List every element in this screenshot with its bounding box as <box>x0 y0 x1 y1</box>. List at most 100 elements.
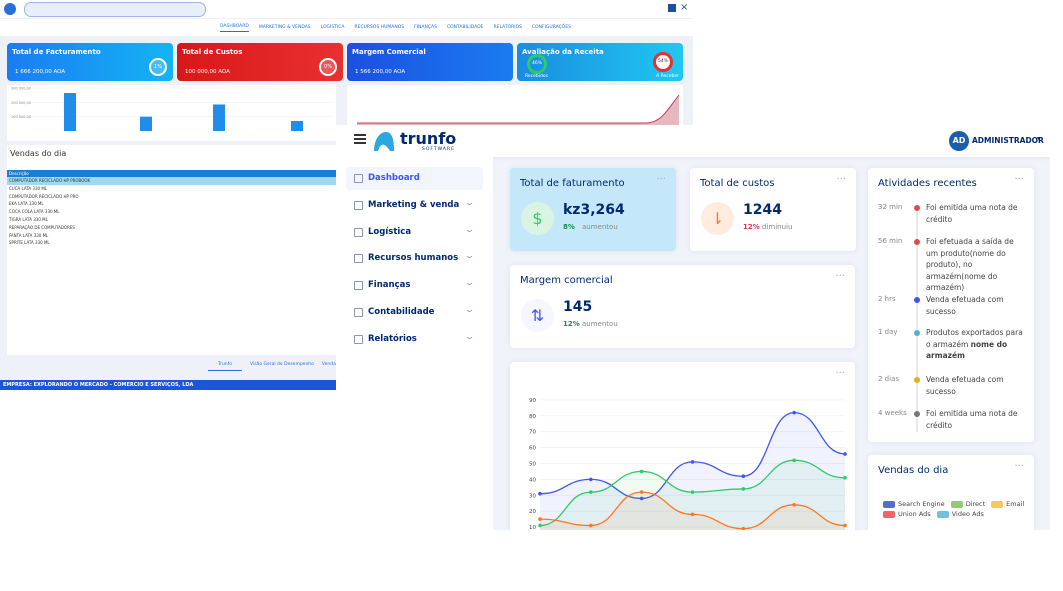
table-row[interactable]: EKA LATA 330 ML <box>9 201 44 207</box>
sidebar: Dashboard Marketing & venda ⌄ Logística ⌄ Rec… <box>336 157 493 530</box>
card-menu[interactable]: ··· <box>1014 461 1024 472</box>
menu-chevron: ⌄ <box>464 278 476 288</box>
chart-card: ··· 10 20 30 40 50 60 70 80 90 <box>510 362 855 530</box>
nav-tab[interactable]: MARKETING & VENDAS <box>258 25 311 30</box>
point <box>589 523 593 528</box>
menu-label: Logística <box>368 226 412 237</box>
point <box>792 458 796 463</box>
avatar[interactable]: AD <box>949 131 969 151</box>
menu-item[interactable]: Recursos humanos ⌄ <box>346 247 483 270</box>
legend-label: Direct <box>965 500 986 508</box>
legend-item[interactable]: Email <box>991 500 1024 508</box>
point <box>639 496 644 501</box>
old-card-title: Avaliação da Receita <box>522 48 604 56</box>
legend-item[interactable]: Search Engine <box>883 500 945 508</box>
y-tick-label: 300 000,00 <box>11 87 31 91</box>
bar <box>140 116 152 131</box>
legend-swatch <box>883 500 895 508</box>
card-menu[interactable]: ··· <box>656 174 666 185</box>
card-menu[interactable]: ··· <box>1014 174 1024 185</box>
point <box>690 512 695 517</box>
legend-item[interactable]: Union Ads <box>883 510 931 518</box>
nav-tab[interactable]: LOGÍSTICA <box>320 25 345 30</box>
old-card-badge: 1% <box>149 58 167 76</box>
old-card-title: Total de Facturamento <box>12 48 101 56</box>
point <box>843 452 847 456</box>
table-row[interactable]: CUCA LATA 330 ML <box>9 185 47 191</box>
table-header: Descrição <box>7 170 336 177</box>
old-card-value: 1 566 200,00 AOA <box>355 69 406 75</box>
menu-chevron: ⌄ <box>464 331 476 341</box>
nav-tab[interactable]: RELATÓRIOS <box>493 25 522 30</box>
menu-item[interactable]: Contabilidade ⌄ <box>346 301 483 324</box>
table-row[interactable]: TIGRA LATA 330 ML <box>9 216 48 222</box>
new-app: trunfo SOFTWARE AD ADMINISTRADOR ▾ Dashb… <box>336 125 1050 530</box>
table-row[interactable]: SPRITE LATA 330 ML <box>9 240 50 246</box>
area <box>357 95 679 125</box>
old-card-badge: 54% <box>653 52 673 72</box>
card-menu[interactable]: ··· <box>836 174 846 185</box>
table-row[interactable]: FANTA LATA 330 ML <box>9 232 49 238</box>
menu-icon <box>354 227 363 237</box>
nav-tab[interactable]: RECURSOS HUMANOS <box>354 25 405 30</box>
old-card: Total de Custos 100 000,00 AOA 0% <box>177 43 343 81</box>
menu-icon <box>354 200 363 210</box>
area-line <box>357 94 680 124</box>
kpi-card: ··· Total de custos ⇂ 1244 12% diminuiu <box>690 168 856 251</box>
menu-item[interactable]: Logística ⌄ <box>346 221 483 244</box>
activity-time: 2 dias <box>878 375 900 383</box>
menu-item[interactable]: Finanças ⌄ <box>346 274 483 297</box>
kpi-pct: 8% <box>563 223 575 231</box>
user-name[interactable]: ADMINISTRADOR <box>972 136 1044 145</box>
old-tab[interactable]: Visão Geral de Desempenho <box>249 362 314 367</box>
y-tick-label: 70 <box>529 430 536 436</box>
activity-text: Foi emitida uma nota de crédito <box>926 202 1026 225</box>
menu-item[interactable]: Relatórios ⌄ <box>346 328 483 351</box>
area <box>540 412 845 530</box>
area <box>540 460 845 530</box>
menu-toggle[interactable] <box>354 134 366 144</box>
legend: Search Engine Direct Email Union Ads Video A… <box>883 500 1033 518</box>
point <box>741 474 746 479</box>
old-card: Total de Facturamento 1 666 200,00 AOA 1% <box>7 43 173 81</box>
card-menu[interactable]: ··· <box>835 271 845 282</box>
activity-dot <box>914 377 920 383</box>
legend-item[interactable]: Direct <box>950 500 986 508</box>
old-card-value: 1 666 200,00 AOA <box>15 69 66 75</box>
kpi-trend: diminuiu <box>762 223 793 231</box>
kpi-card: ··· Margem comercial ⇅ 145 12% aumentou <box>510 265 855 348</box>
table-row[interactable]: COCA COLA LATA 330 ML <box>9 209 60 215</box>
user-caret[interactable]: ▾ <box>1037 135 1041 142</box>
table-row[interactable]: COMPUTADOR RECICLADO HP PROBOOK <box>7 177 336 185</box>
y-tick-label: 100 000,00 <box>11 115 31 119</box>
activity-dot <box>914 411 920 417</box>
activity-text: Venda efetuada com sucesso <box>926 374 1026 397</box>
activity-time: 1 day <box>878 328 898 336</box>
legend-item[interactable]: Video Ads <box>936 510 984 518</box>
point <box>792 410 796 415</box>
nav-tab[interactable]: DASHBOARD <box>220 24 249 32</box>
nav-tab[interactable]: CONTABILIDADE <box>446 25 484 30</box>
menu-chevron: ⌄ <box>464 251 476 261</box>
nav-tab[interactable]: FINANÇAS <box>414 25 437 30</box>
point <box>792 503 796 507</box>
menu-label: Relatórios <box>368 333 417 344</box>
table-row[interactable]: COMPUTADOR RECICLADO HP PRO <box>9 193 79 199</box>
point <box>741 487 746 491</box>
old-table: Descrição COMPUTADOR RECICLADO HP PROBOOK… <box>7 170 336 247</box>
point <box>690 490 695 494</box>
menu-chevron: ⌄ <box>464 224 476 234</box>
card-menu[interactable]: ··· <box>835 368 845 379</box>
window-button[interactable] <box>668 4 676 12</box>
menu-item[interactable]: Dashboard <box>346 167 483 190</box>
activity-text: Foi emitida uma nota de crédito <box>926 408 1026 431</box>
old-sales-panel: Vendas do dia Descrição COMPUTADOR RECICL… <box>7 145 336 355</box>
legend-label: Email <box>1006 500 1025 508</box>
area <box>540 492 845 530</box>
close-button[interactable]: × <box>680 2 689 13</box>
old-tab[interactable]: Trunfo <box>208 362 242 371</box>
nav-tab[interactable]: CONFIGURAÇÕES <box>531 25 572 30</box>
table-row[interactable]: REPARAÇÃO DE COMPUTADORES <box>9 224 75 230</box>
menu-item[interactable]: Marketing & venda ⌄ <box>346 194 483 217</box>
